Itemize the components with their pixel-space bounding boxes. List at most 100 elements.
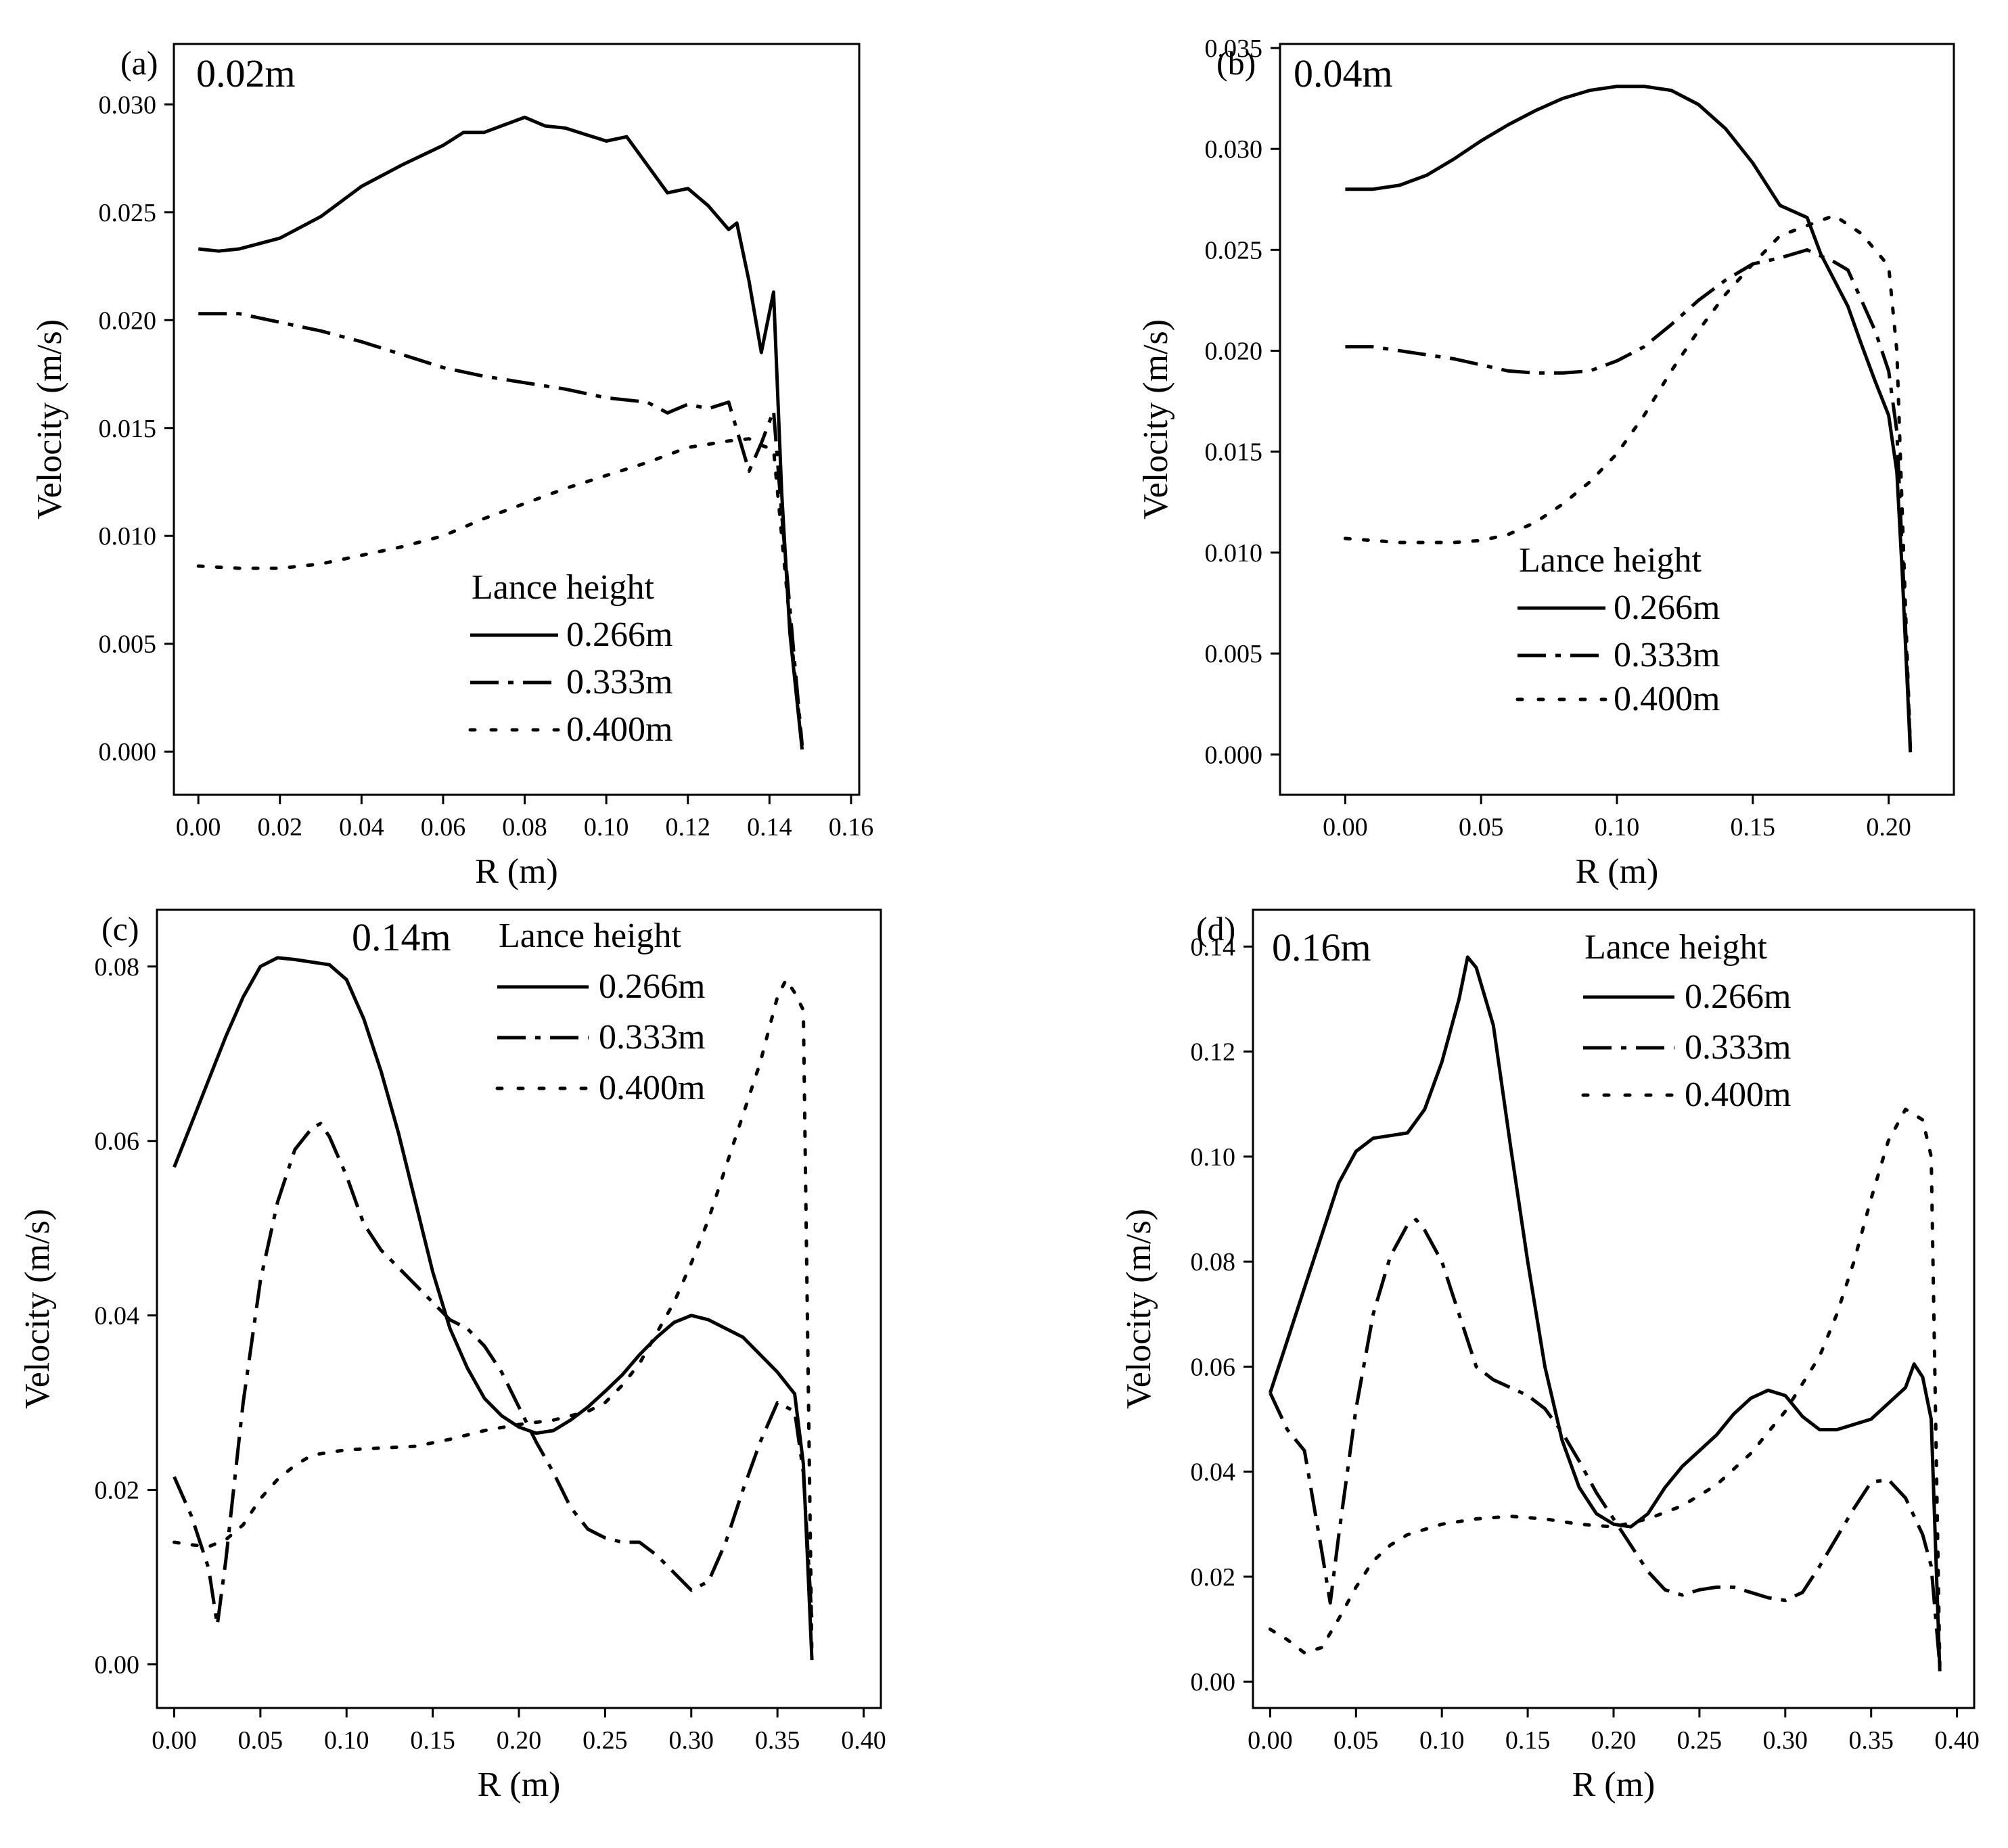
chart-panel-2: 0.00 0.05 0.10 0.15 0.20 0.25 0.30 0.35 0.40 0.00…: [18, 908, 886, 1804]
y-tick-label: 0.06: [95, 1128, 140, 1156]
depth-label: 0.02m: [196, 51, 296, 95]
series-line-0.266m: [1269, 955, 1942, 1671]
chart-panel-0: 0.00 0.02 0.04 0.06 0.08 0.10 0.12 0.14 0.16 0.00…: [30, 43, 874, 891]
x-tick-label: 0.05: [1459, 813, 1504, 841]
x-tick-label: 0.02: [258, 813, 303, 841]
y-tick-label: 0.025: [1205, 236, 1263, 264]
x-tick-label: 0.40: [1934, 1726, 1980, 1755]
x-tick-label: 0.00: [152, 1726, 197, 1755]
y-tick-label: 0.020: [1205, 338, 1263, 366]
legend-entry-0.266m: 0.266m: [1614, 588, 1720, 627]
y-tick-label: 0.08: [1191, 1248, 1236, 1276]
x-tick-label: 0.15: [410, 1726, 455, 1755]
y-tick-label: 0.005: [1205, 640, 1263, 668]
depth-label: 0.14m: [352, 915, 451, 959]
y-tick-label: 0.10: [1191, 1143, 1236, 1172]
series-line-0.400m: [173, 977, 814, 1662]
y-tick-label: 0.04: [95, 1302, 140, 1331]
y-axis-title: Velocity (m/s): [30, 319, 69, 519]
panels: 0.00 0.02 0.04 0.06 0.08 0.10 0.12 0.14 0.16 0.00…: [18, 34, 1980, 1804]
y-tick-label: 0.12: [1191, 1038, 1236, 1067]
x-tick-label: 0.10: [1595, 813, 1640, 841]
x-tick-label: 0.00: [176, 813, 221, 841]
x-tick-label: 0.35: [755, 1726, 800, 1755]
legend-title: Lance height: [472, 568, 655, 607]
x-tick-label: 0.25: [583, 1726, 628, 1755]
x-axis-title: R (m): [475, 852, 558, 891]
series-line-0.333m: [198, 312, 804, 745]
y-tick-label: 0.030: [99, 91, 157, 119]
x-tick-label: 0.10: [324, 1726, 369, 1755]
x-tick-label: 0.16: [829, 813, 874, 841]
y-tick-label: 0.00: [95, 1651, 140, 1680]
x-axis-title: R (m): [1572, 1765, 1656, 1804]
x-tick-label: 0.12: [666, 813, 711, 841]
x-tick-label: 0.15: [1731, 813, 1776, 841]
panel-label: (a): [120, 44, 158, 82]
y-tick-label: 0.020: [99, 306, 157, 335]
series-line-0.400m: [1343, 214, 1913, 750]
y-tick-label: 0.030: [1205, 135, 1263, 164]
legend-entry-0.400m: 0.400m: [566, 710, 672, 749]
series-line-0.266m: [198, 115, 804, 750]
y-tick-label: 0.000: [1205, 741, 1263, 769]
series-line-0.400m: [1268, 1107, 1942, 1668]
y-tick-label: 0.010: [1205, 539, 1263, 568]
y-tick-label: 0.010: [99, 522, 157, 551]
legend-entry-0.400m: 0.400m: [599, 1069, 705, 1107]
y-axis-title: Velocity (m/s): [1120, 1209, 1158, 1409]
x-tick-label: 0.10: [584, 813, 629, 841]
depth-label: 0.04m: [1294, 51, 1393, 95]
depth-label: 0.16m: [1272, 925, 1371, 969]
x-tick-label: 0.05: [238, 1726, 283, 1755]
y-tick-label: 0.000: [99, 738, 157, 766]
y-tick-label: 0.015: [1205, 438, 1263, 467]
legend-title: Lance height: [499, 917, 682, 955]
y-tick-label: 0.04: [1191, 1458, 1236, 1487]
series-line-0.266m: [1345, 85, 1913, 753]
series-line-0.333m: [1269, 1218, 1942, 1667]
x-tick-label: 0.40: [841, 1726, 886, 1755]
y-tick-label: 0.00: [1191, 1668, 1236, 1696]
series-line-0.333m: [1345, 248, 1913, 749]
panel-label: (b): [1216, 44, 1256, 82]
legend-entry-0.333m: 0.333m: [599, 1018, 705, 1057]
x-tick-label: 0.20: [1591, 1726, 1637, 1755]
x-axis-title: R (m): [478, 1765, 561, 1804]
x-tick-label: 0.06: [421, 813, 466, 841]
x-tick-label: 0.14: [747, 813, 792, 841]
x-tick-label: 0.25: [1677, 1726, 1722, 1755]
y-tick-label: 0.02: [95, 1477, 140, 1505]
panel-label: (c): [101, 910, 139, 948]
y-tick-label: 0.14: [1191, 933, 1236, 961]
x-tick-label: 0.00: [1323, 813, 1368, 841]
chart-panel-3: 0.00 0.05 0.10 0.15 0.20 0.25 0.30 0.35 0.40 0.00…: [1120, 908, 1980, 1804]
legend-title: Lance height: [1584, 928, 1768, 967]
y-tick-label: 0.005: [99, 630, 157, 659]
y-tick-label: 0.025: [99, 199, 157, 227]
y-axis-title: Velocity (m/s): [18, 1209, 57, 1409]
x-tick-label: 0.08: [502, 813, 547, 841]
y-tick-label: 0.035: [1205, 34, 1263, 63]
y-tick-label: 0.02: [1191, 1563, 1236, 1592]
chart-panel-1: 0.00 0.05 0.10 0.15 0.20 0.000 0.005 0.010 0.015…: [1137, 34, 1955, 891]
x-tick-label: 0.20: [497, 1726, 542, 1755]
x-tick-label: 0.35: [1848, 1726, 1894, 1755]
legend-entry-0.333m: 0.333m: [1685, 1028, 1791, 1067]
series-line-0.266m: [173, 956, 814, 1661]
legend-entry-0.333m: 0.333m: [566, 663, 672, 701]
x-tick-label: 0.30: [669, 1726, 714, 1755]
legend-entry-0.266m: 0.266m: [566, 616, 672, 654]
legend-title: Lance height: [1519, 541, 1702, 580]
y-tick-label: 0.06: [1191, 1353, 1236, 1381]
plot-frame: [173, 43, 861, 796]
x-tick-label: 0.05: [1333, 1726, 1379, 1755]
y-axis-title: Velocity (m/s): [1137, 319, 1175, 519]
series-line-0.400m: [196, 437, 804, 747]
x-tick-label: 0.10: [1419, 1726, 1465, 1755]
legend-entry-0.333m: 0.333m: [1614, 636, 1720, 674]
x-tick-label: 0.20: [1866, 813, 1911, 841]
x-tick-label: 0.04: [339, 813, 384, 841]
